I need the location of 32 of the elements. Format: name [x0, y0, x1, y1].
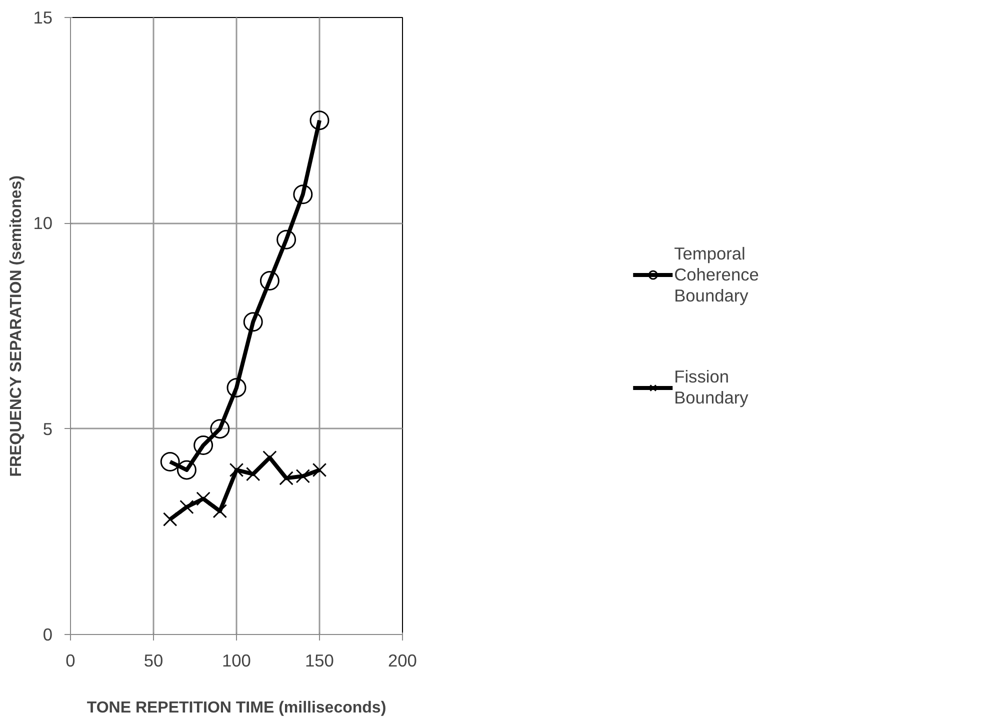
- point: [210, 419, 230, 439]
- x-tick-label: 50: [144, 650, 164, 670]
- point: [246, 466, 260, 482]
- point: [180, 500, 194, 514]
- point: [226, 378, 246, 398]
- point: [279, 471, 294, 486]
- point: [243, 312, 263, 332]
- point: [194, 436, 214, 456]
- point: [276, 230, 296, 250]
- legend-label: Fission Boundary: [674, 366, 748, 408]
- point: [260, 271, 280, 290]
- point: [310, 110, 330, 130]
- x-tick-label: 100: [222, 650, 251, 670]
- point: [296, 469, 310, 484]
- point: [176, 460, 196, 480]
- point: [293, 184, 313, 204]
- point: [196, 492, 210, 506]
- point: [212, 504, 228, 518]
- x-axis-title: TONE REPETITION TIME (milliseconds): [86, 700, 386, 716]
- y-axis-title: FREQUENCY SEPARATION (semitones): [8, 175, 26, 477]
- y-tick-label: 5: [42, 418, 53, 439]
- x-tick-label: 200: [388, 650, 417, 670]
- point: [160, 452, 180, 472]
- x-tick-label: 0: [66, 650, 76, 670]
- legend-label: Temporal Coherence Boundary: [674, 243, 759, 306]
- y-tick-label: 0: [42, 624, 53, 644]
- point: [229, 462, 244, 478]
- y-tick-label: 10: [33, 213, 53, 234]
- point: [312, 462, 327, 478]
- point: [162, 512, 178, 526]
- y-tick-label: 15: [33, 8, 53, 28]
- x-tick-label: 150: [305, 650, 334, 670]
